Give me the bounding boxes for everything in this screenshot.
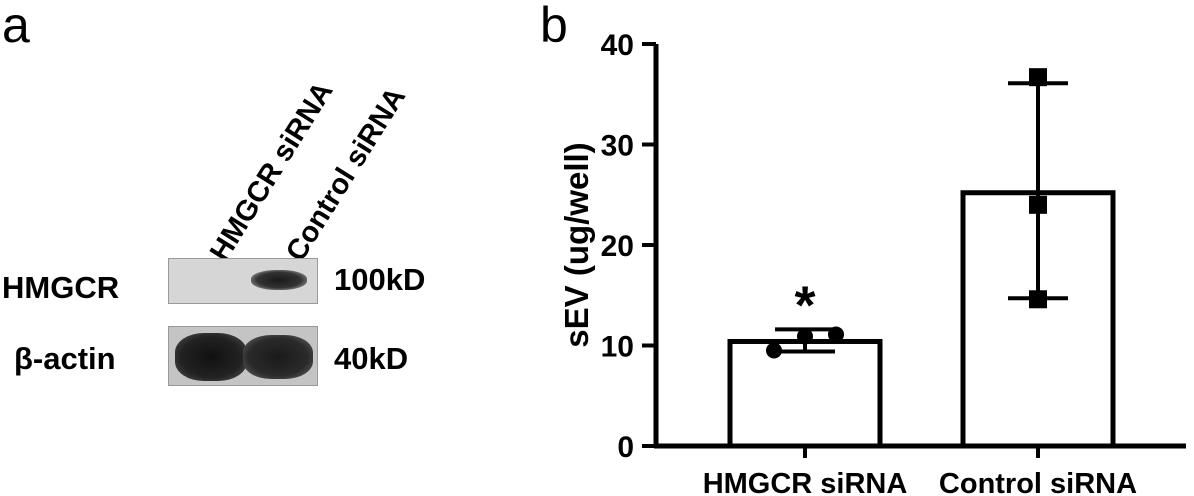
data-point-1-2 <box>797 328 813 345</box>
blot-size-label-100kd: 100kD <box>334 262 426 297</box>
blot-strip-hmgcr <box>168 258 318 304</box>
y-tick-label-0: 0 <box>617 431 634 464</box>
x-tick-label-2: Control siRNA <box>939 468 1137 496</box>
y-tick-label-20: 20 <box>601 230 634 263</box>
data-point-1-3 <box>828 326 844 343</box>
y-tick-label-10: 10 <box>601 331 634 364</box>
blot-strip-beta-actin <box>168 326 318 386</box>
bar-1 <box>727 338 883 449</box>
blot-band-actin-control <box>243 335 313 379</box>
y-tick-label-40: 40 <box>601 29 634 62</box>
blot-band-actin-hmgcr-sirna <box>175 333 247 381</box>
data-point-2-2 <box>1029 195 1047 214</box>
data-point-2-3 <box>1029 68 1047 87</box>
blot-band-hmgcr-control <box>251 270 307 290</box>
blot-size-label-40kd: 40kD <box>334 341 409 376</box>
x-tick-label-1: HMGCR siRNA <box>703 468 908 496</box>
panel-label-a: a <box>2 0 30 53</box>
blot-row-label-hmgcr: HMGCR <box>2 270 120 305</box>
y-tick-label-30: 30 <box>601 130 634 163</box>
y-axis-label: sEV (ug/well) <box>558 142 595 347</box>
significance-marker-1: * <box>794 275 815 335</box>
panel-label-b: b <box>540 0 568 53</box>
blot-row-label-beta-actin: β-actin <box>14 341 116 376</box>
data-point-1-1 <box>766 342 782 359</box>
data-point-2-1 <box>1029 290 1047 309</box>
